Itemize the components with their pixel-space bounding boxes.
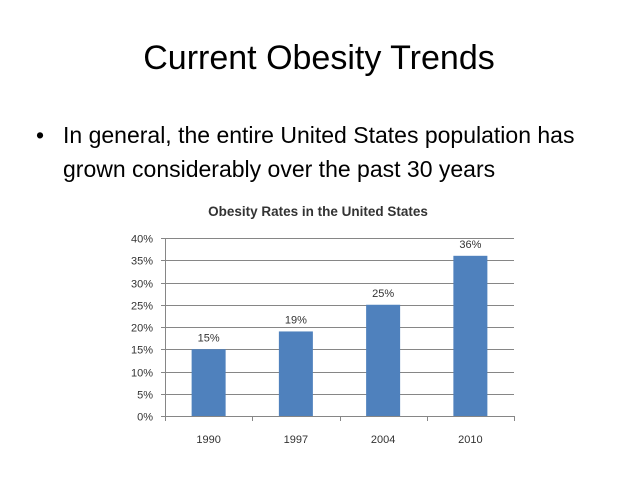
y-tick-label: 25% [131, 301, 153, 313]
data-label-1997: 19% [285, 314, 307, 326]
bar-2010 [453, 255, 488, 416]
slide-title: Current Obesity Trends [143, 39, 495, 77]
labels: 0% 5% 10% 15% 20% 25% 30% 35% 40% 15% 1990 19% 1997 2… [131, 234, 483, 447]
y-tick-label: 15% [131, 345, 153, 357]
bullet-item: • In general, the entire United States p… [36, 118, 616, 186]
bar-1990 [191, 349, 226, 416]
y-tick-label: 35% [131, 256, 153, 268]
bars [191, 255, 488, 416]
bar-1997 [278, 331, 313, 416]
bar-2004 [366, 304, 401, 416]
axes [161, 238, 515, 421]
bullet-text: In general, the entire United States pop… [63, 122, 575, 182]
x-tick-label: 1997 [284, 434, 308, 446]
y-tick-label: 40% [131, 234, 153, 246]
data-label-1990: 15% [198, 332, 220, 344]
x-tick-label: 1990 [196, 434, 220, 446]
chart-title: Obesity Rates in the United States [208, 204, 428, 219]
x-tick-label: 2010 [458, 434, 482, 446]
y-tick-label: 5% [137, 390, 153, 402]
y-tick-label: 20% [131, 323, 153, 335]
x-tick-label: 2004 [371, 434, 395, 446]
bullet-marker: • [36, 122, 45, 148]
y-tick-label: 10% [131, 368, 153, 380]
y-tick-label: 30% [131, 279, 153, 291]
data-label-2010: 36% [459, 239, 481, 251]
y-tick-label: 0% [137, 412, 153, 424]
data-label-2004: 25% [372, 288, 394, 300]
